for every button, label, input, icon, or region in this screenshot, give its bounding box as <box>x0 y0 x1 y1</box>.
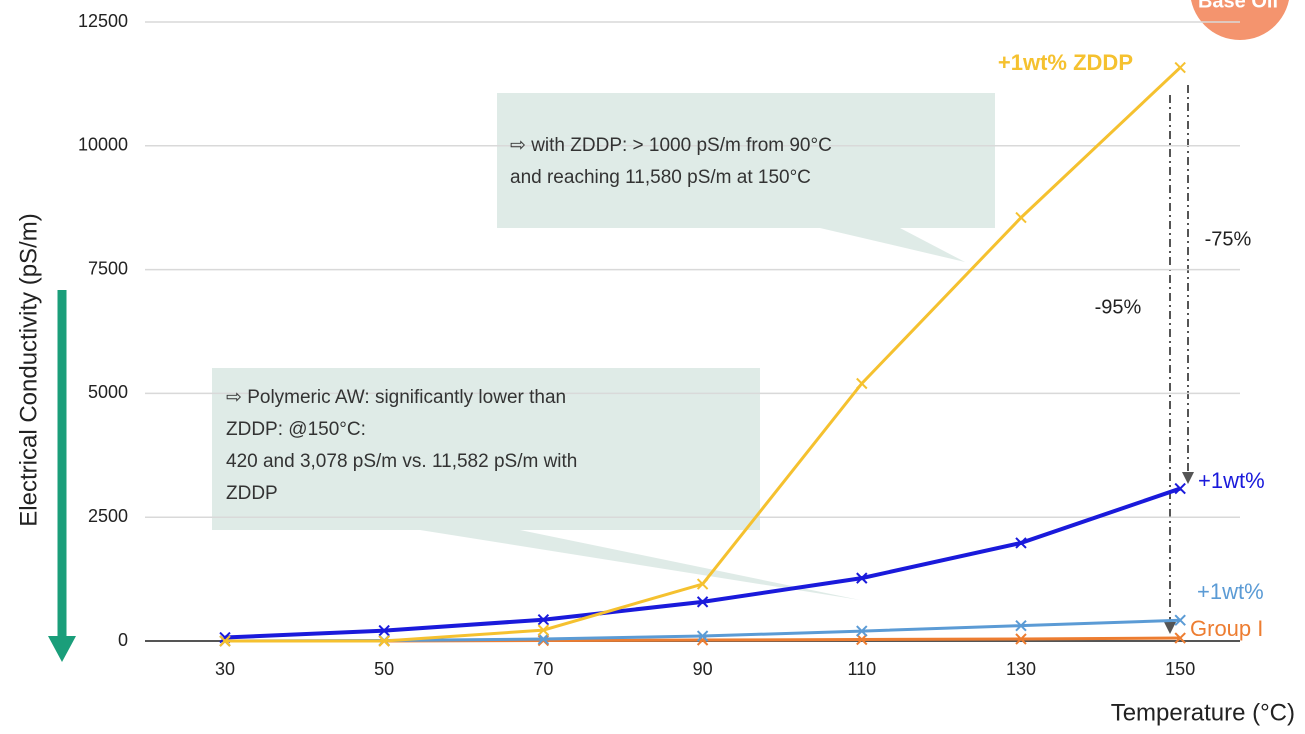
annotation-text: ZDDP: @150°C: <box>226 419 366 440</box>
x-tick-label: 50 <box>374 659 394 679</box>
series-label: +1wt% <box>1197 579 1264 604</box>
x-tick-label: 30 <box>215 659 235 679</box>
annotation-text: ⇨ with ZDDP: > 1000 pS/m from 90°C <box>510 135 832 156</box>
x-axis-label: Temperature (°C) <box>1111 699 1295 726</box>
marker <box>857 378 867 388</box>
annotation-text: ZDDP <box>226 483 278 504</box>
y-tick-label: 12500 <box>78 11 128 31</box>
marker <box>1016 213 1026 223</box>
direction-arrowhead <box>48 636 76 662</box>
series-label: +1wt% <box>1198 468 1265 493</box>
base-oil-label: Base Oil <box>1198 0 1278 12</box>
series-label: +1wt% ZDDP <box>998 50 1133 75</box>
x-tick-label: 150 <box>1165 659 1195 679</box>
marker <box>1175 63 1185 73</box>
x-tick-label: 130 <box>1006 659 1036 679</box>
annotation-text: ⇨ Polymeric AW: significantly lower than <box>226 387 566 408</box>
annotation-text: and reaching 11,580 pS/m at 150°C <box>510 167 811 188</box>
y-tick-label: 2500 <box>88 506 128 526</box>
y-tick-label: 0 <box>118 630 128 650</box>
series-label: Group I <box>1190 616 1263 641</box>
reduction-label: -95% <box>1095 296 1142 318</box>
y-tick-label: 5000 <box>88 382 128 402</box>
y-tick-label: 7500 <box>88 258 128 278</box>
x-tick-label: 110 <box>847 659 876 679</box>
chart: Base Oil Electrical Conductivity (pS/m) … <box>0 0 1305 734</box>
x-tick-label: 90 <box>693 659 713 679</box>
x-tick-label: 70 <box>533 659 553 679</box>
annotation-text: 420 and 3,078 pS/m vs. 11,582 pS/m with <box>226 451 577 472</box>
y-axis-label: Electrical Conductivity (pS/m) <box>15 213 42 526</box>
reduction-label: -75% <box>1205 228 1252 250</box>
y-tick-label: 10000 <box>78 135 128 155</box>
